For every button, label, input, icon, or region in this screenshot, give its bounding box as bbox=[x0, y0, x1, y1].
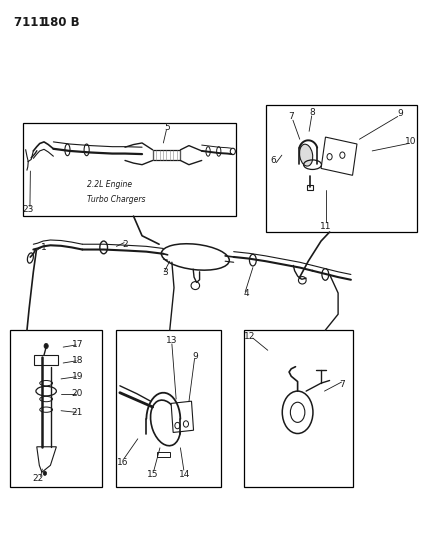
Text: 21: 21 bbox=[72, 408, 83, 417]
Text: 18: 18 bbox=[72, 357, 83, 366]
Text: 2.2L Engine: 2.2L Engine bbox=[87, 180, 132, 189]
Ellipse shape bbox=[299, 144, 313, 166]
Ellipse shape bbox=[299, 277, 306, 284]
Text: 12: 12 bbox=[244, 332, 256, 341]
Ellipse shape bbox=[27, 253, 33, 263]
Text: Turbo Chargers: Turbo Chargers bbox=[87, 195, 145, 204]
Ellipse shape bbox=[249, 254, 256, 266]
Bar bbox=[34, 355, 57, 365]
Bar bbox=[157, 452, 170, 457]
Bar bbox=[153, 150, 181, 160]
Text: 1: 1 bbox=[41, 244, 47, 253]
Ellipse shape bbox=[100, 241, 108, 254]
Ellipse shape bbox=[40, 381, 52, 386]
Circle shape bbox=[175, 422, 180, 429]
Text: 8: 8 bbox=[310, 108, 315, 117]
Text: 13: 13 bbox=[166, 336, 178, 345]
Ellipse shape bbox=[84, 144, 89, 156]
Ellipse shape bbox=[217, 147, 221, 156]
Bar bbox=[321, 137, 357, 175]
Text: 23: 23 bbox=[22, 205, 33, 214]
Circle shape bbox=[183, 421, 188, 427]
Text: 20: 20 bbox=[72, 389, 83, 398]
Ellipse shape bbox=[206, 147, 210, 156]
Circle shape bbox=[44, 343, 48, 349]
Bar bbox=[308, 185, 313, 190]
Ellipse shape bbox=[282, 391, 313, 433]
Text: 10: 10 bbox=[405, 137, 416, 146]
Text: 17: 17 bbox=[72, 341, 83, 350]
Text: 6: 6 bbox=[270, 156, 276, 165]
Polygon shape bbox=[37, 447, 56, 472]
Text: 14: 14 bbox=[179, 470, 190, 479]
Ellipse shape bbox=[151, 400, 181, 446]
Text: 15: 15 bbox=[147, 470, 158, 479]
Ellipse shape bbox=[40, 397, 52, 402]
Text: 7111: 7111 bbox=[14, 15, 51, 29]
Text: 7: 7 bbox=[339, 379, 345, 389]
Ellipse shape bbox=[65, 144, 70, 156]
Text: 9: 9 bbox=[193, 352, 198, 361]
Text: 19: 19 bbox=[72, 372, 83, 381]
Text: 3: 3 bbox=[163, 268, 168, 277]
Text: 2: 2 bbox=[122, 240, 128, 249]
Text: 22: 22 bbox=[32, 474, 43, 483]
Text: 16: 16 bbox=[117, 458, 129, 467]
Ellipse shape bbox=[40, 407, 52, 413]
Circle shape bbox=[230, 148, 236, 155]
Bar bbox=[23, 123, 236, 216]
Circle shape bbox=[327, 154, 332, 160]
Ellipse shape bbox=[161, 244, 229, 270]
Text: 11: 11 bbox=[320, 222, 332, 231]
Text: 180 B: 180 B bbox=[42, 15, 79, 29]
Circle shape bbox=[43, 471, 47, 475]
Text: 9: 9 bbox=[397, 109, 403, 118]
Bar bbox=[171, 401, 193, 432]
Text: 5: 5 bbox=[165, 123, 170, 132]
Bar bbox=[266, 105, 417, 232]
Ellipse shape bbox=[322, 269, 329, 280]
Ellipse shape bbox=[290, 402, 305, 422]
Text: 4: 4 bbox=[244, 288, 249, 297]
Ellipse shape bbox=[191, 281, 199, 289]
Circle shape bbox=[340, 152, 345, 158]
Bar bbox=[10, 330, 102, 487]
Bar bbox=[116, 330, 221, 487]
Bar bbox=[245, 330, 353, 487]
Text: 7: 7 bbox=[288, 112, 294, 122]
